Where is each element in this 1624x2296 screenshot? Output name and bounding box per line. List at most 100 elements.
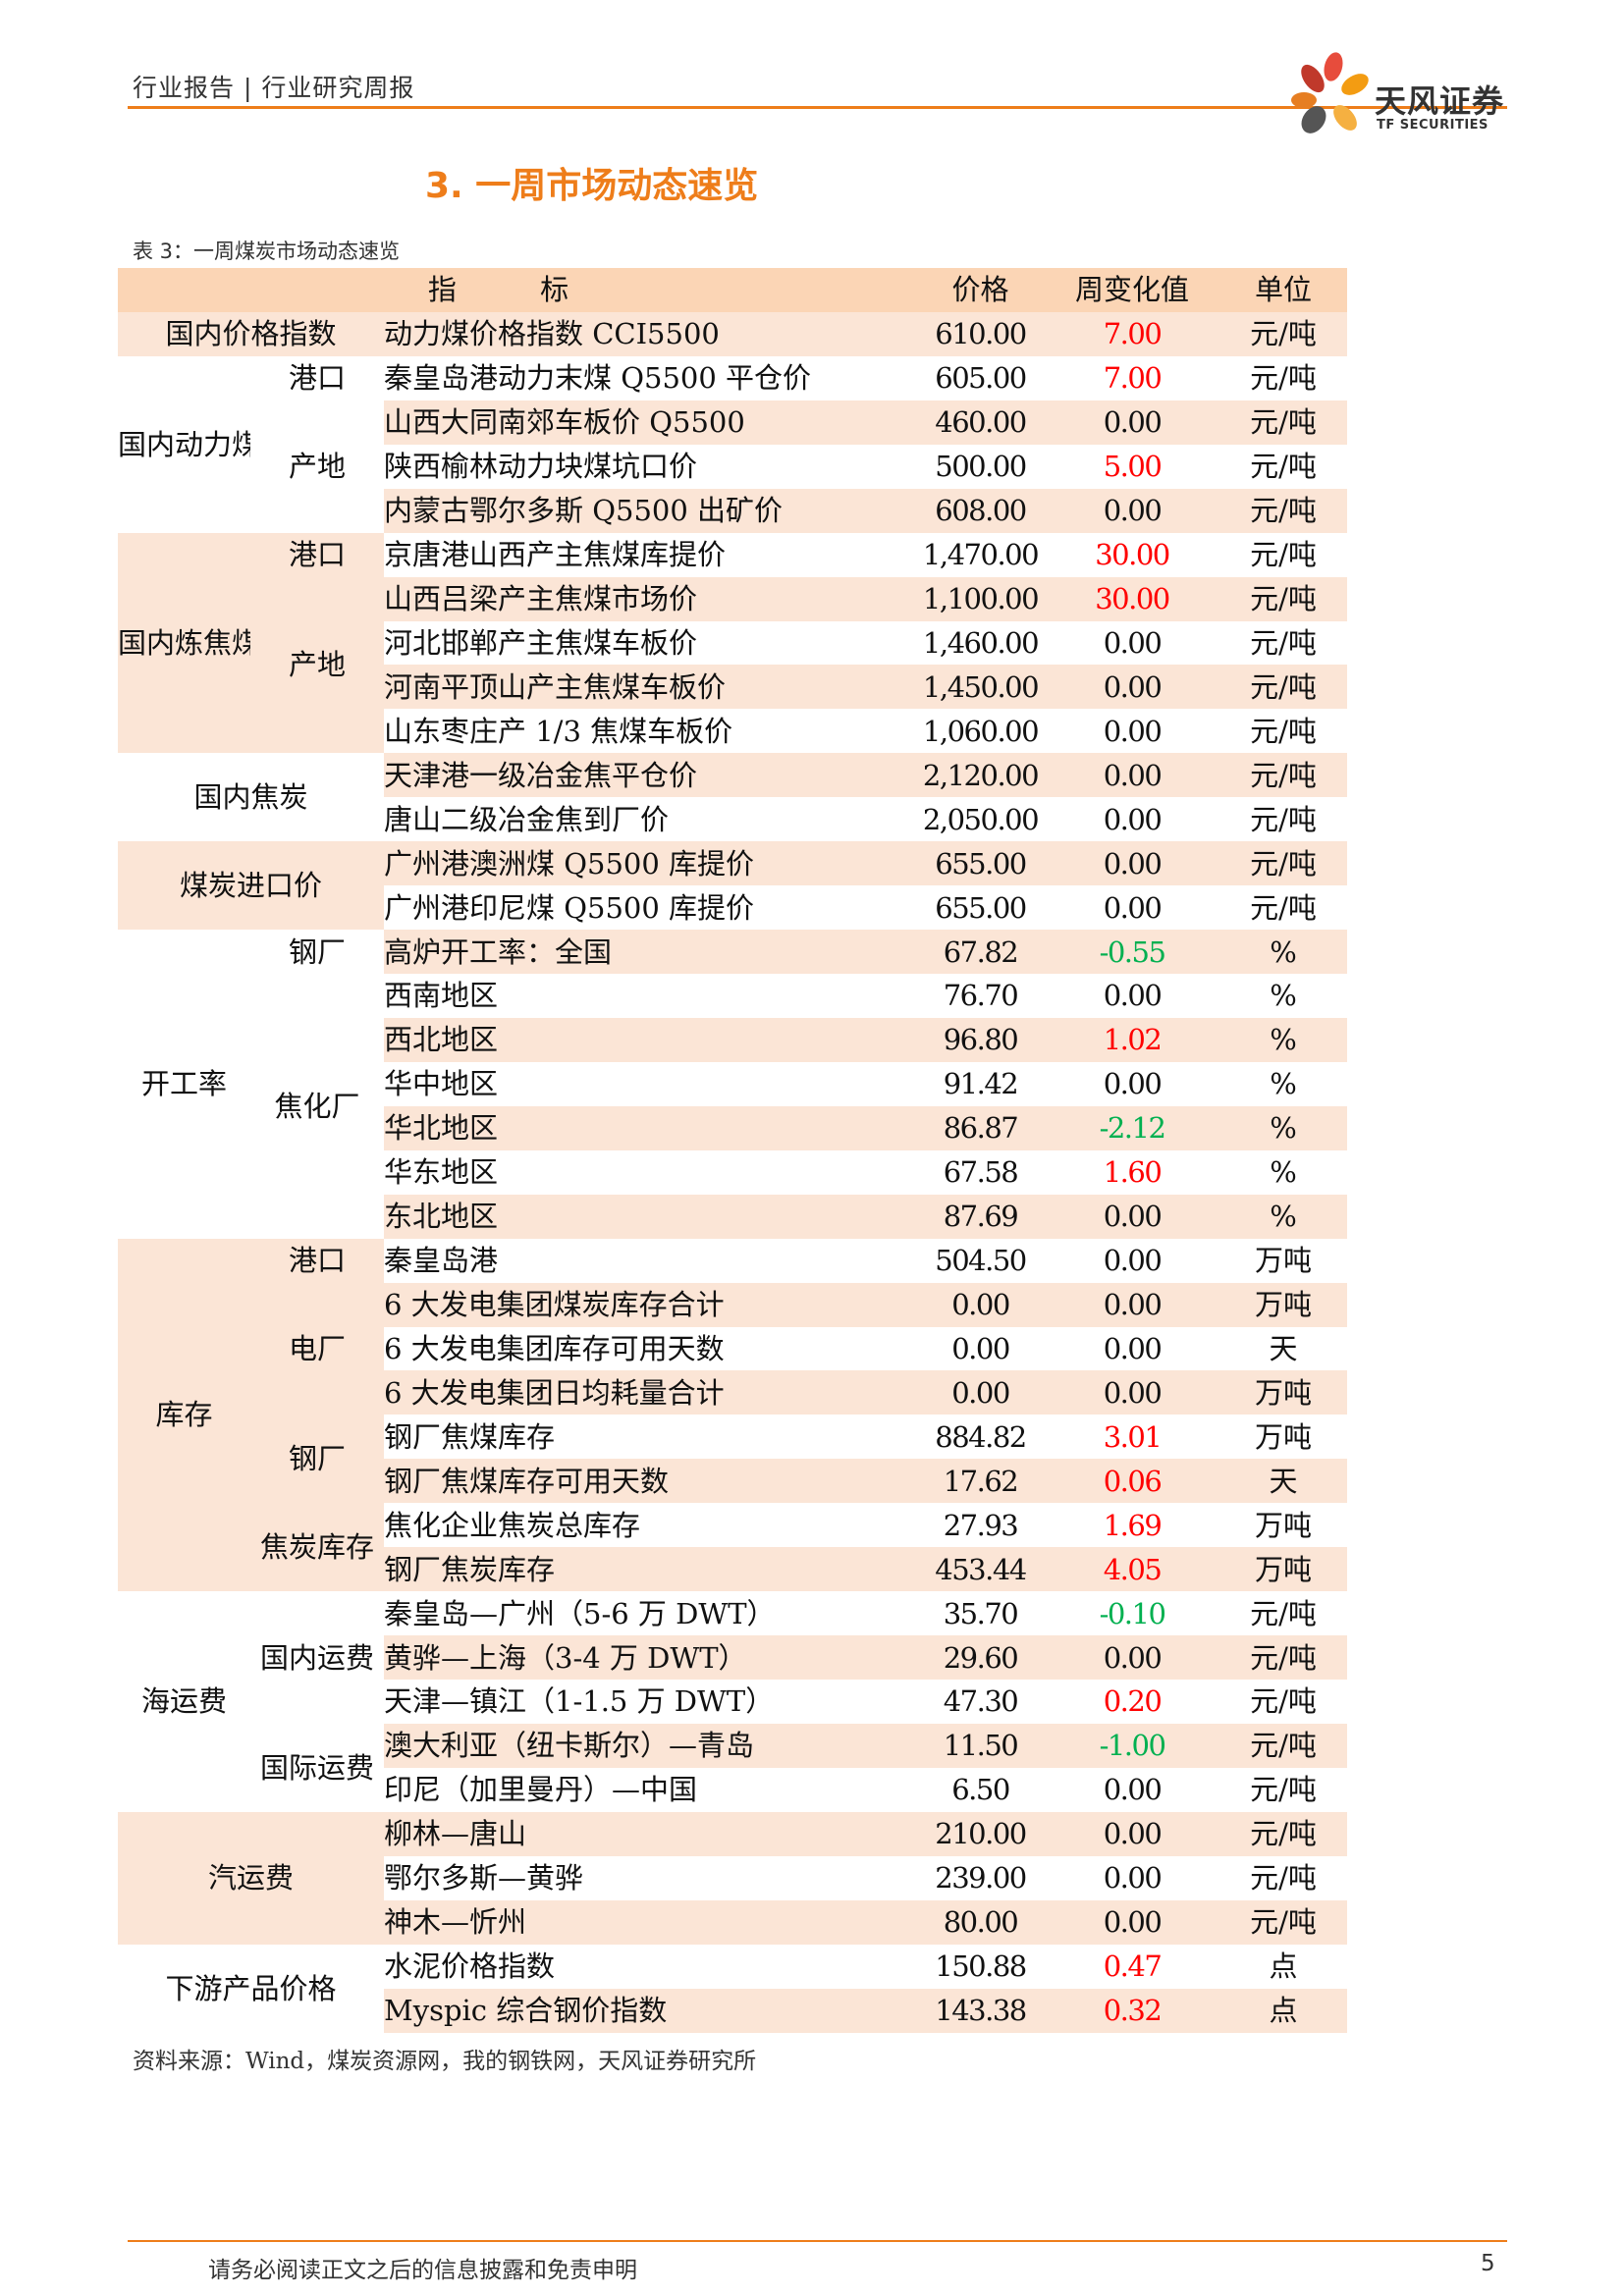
change-cell: 0.00 bbox=[1045, 841, 1219, 886]
price-cell: 610.00 bbox=[916, 311, 1045, 356]
change-cell: 0.00 bbox=[1045, 1635, 1219, 1680]
unit-cell: 元/吨 bbox=[1250, 1596, 1317, 1630]
change-cell: 0.00 bbox=[1103, 1067, 1163, 1101]
change-cell: -0.55 bbox=[1045, 930, 1219, 974]
table-row: 产地 山西大同南郊车板价 Q5500 460.00 0.00 元/吨 bbox=[118, 400, 1347, 483]
subgroup-label: 港口 bbox=[250, 532, 384, 577]
indicator-cell: 陕西榆林动力块煤坑口价 bbox=[384, 450, 698, 484]
header-indicator: 指 标 bbox=[118, 268, 916, 312]
header-price: 价格 bbox=[916, 268, 1045, 312]
indicator-cell: 西北地区 bbox=[384, 1017, 916, 1062]
table-row: 钢厂 钢厂焦煤库存 884.82 3.01 万吨 bbox=[118, 1415, 1347, 1504]
price-cell: 1,460.00 bbox=[922, 625, 1040, 660]
price-cell: 1,100.00 bbox=[916, 576, 1045, 621]
change-cell: 0.00 bbox=[1045, 1370, 1219, 1415]
table-row: 河北邯郸产主焦煤车板价 1,460.00 0.00 元/吨 bbox=[118, 621, 1347, 666]
unit-cell: 元/吨 bbox=[1250, 1861, 1317, 1896]
indicator-cell: 河北邯郸产主焦煤车板价 bbox=[384, 625, 698, 660]
indicator-cell: 高炉开工率：全国 bbox=[384, 930, 916, 974]
indicator-cell: 黄骅—上海（3-4 万 DWT） bbox=[384, 1635, 916, 1680]
change-cell: 0.32 bbox=[1045, 1988, 1219, 2033]
source-note: 资料来源：Wind，煤炭资源网，我的钢铁网，天风证券研究所 bbox=[133, 2049, 757, 2074]
change-cell: 0.00 bbox=[1103, 1244, 1163, 1278]
indicator-cell: 山东枣庄产 1/3 焦煤车板价 bbox=[384, 714, 733, 748]
table-row: 华北地区 86.87 -2.12% bbox=[118, 1105, 1347, 1150]
change-cell: 5.00 bbox=[1103, 450, 1163, 484]
indicator-cell: 东北地区 bbox=[384, 1194, 916, 1239]
change-cell: -1.00 bbox=[1045, 1723, 1219, 1768]
table-row: 钢厂焦煤库存可用天数 17.62 0.06 天 bbox=[118, 1459, 1347, 1504]
change-cell: 7.00 bbox=[1045, 311, 1219, 356]
table-row: 河南平顶山产主焦煤车板价 1,450.00 0.00 元/吨 bbox=[118, 665, 1347, 710]
group-label: 库存 bbox=[118, 1238, 250, 1592]
indicator-cell: 广州港澳洲煤 Q5500 库提价 bbox=[384, 841, 916, 886]
change-cell: 0.20 bbox=[1103, 1684, 1163, 1719]
unit-cell: 元/吨 bbox=[1219, 488, 1347, 533]
change-cell: 0.00 bbox=[1103, 625, 1163, 660]
price-cell: 67.82 bbox=[916, 930, 1045, 974]
unit-cell: 元/吨 bbox=[1250, 1684, 1317, 1719]
unit-cell: 元/吨 bbox=[1250, 1773, 1317, 1807]
price-cell: 96.80 bbox=[916, 1017, 1045, 1062]
indicator-cell: 神木—忻州 bbox=[384, 1899, 916, 1945]
price-cell: 91.42 bbox=[943, 1067, 1019, 1101]
table-row: 神木—忻州 80.00 0.00 元/吨 bbox=[118, 1899, 1347, 1945]
logo-text-cn: 天风证券 bbox=[1375, 82, 1505, 120]
header-divider bbox=[128, 106, 1507, 109]
change-cell: 0.00 bbox=[1045, 753, 1219, 798]
change-cell: 0.47 bbox=[1103, 1949, 1163, 1984]
price-cell: 27.93 bbox=[943, 1508, 1019, 1542]
group-label: 汽运费 bbox=[118, 1811, 384, 1945]
group-label: 国内价格指数 bbox=[118, 311, 384, 356]
indicator-cell: 6 大发电集团煤炭库存合计 bbox=[384, 1282, 916, 1327]
table-row: 电厂 6 大发电集团煤炭库存合计 0.00 0.00 万吨 bbox=[118, 1282, 1347, 1415]
indicator-cell: 印尼（加里曼丹）—中国 bbox=[384, 1773, 698, 1807]
change-cell: 0.00 bbox=[1045, 488, 1219, 533]
table-row: 下游产品价格 水泥价格指数 150.88 0.47 点 bbox=[118, 1945, 1347, 2004]
market-table: 指 标 价格 周变化值 单位 国内价格指数 动力煤价格指数 CCI5500 610.… bbox=[118, 268, 1347, 2033]
table-row: 国内动力煤 港口 秦皇岛港动力末煤 Q5500 平仓价 605.00 7.00 元/吨 bbox=[118, 356, 1347, 460]
table-row: 钢厂焦炭库存 453.44 4.05 万吨 bbox=[118, 1547, 1347, 1592]
footer-disclaimer: 请务必阅读正文之后的信息披露和免责申明 bbox=[208, 2258, 637, 2283]
price-cell: 143.38 bbox=[916, 1988, 1045, 2033]
table-row: 6 大发电集团库存可用天数 0.00 0.00 天 bbox=[118, 1327, 1347, 1371]
subgroup-label: 国际运费 bbox=[259, 1750, 374, 1785]
price-cell: 210.00 bbox=[916, 1811, 1045, 1856]
header-unit: 单位 bbox=[1219, 268, 1347, 312]
change-cell: 0.00 bbox=[1103, 890, 1163, 925]
table-row: 6 大发电集团日均耗量合计 0.00 0.00 万吨 bbox=[118, 1370, 1347, 1415]
table-body: 国内价格指数 动力煤价格指数 CCI5500 610.00 7.00 元/吨 国内动力煤港… bbox=[118, 311, 1347, 2033]
price-cell: 1,470.00 bbox=[922, 538, 1040, 572]
unit-cell: 元/吨 bbox=[1219, 841, 1347, 886]
unit-cell: 元/吨 bbox=[1250, 538, 1317, 572]
table-row: 库存 港口 秦皇岛港 504.50 0.00 万吨 bbox=[118, 1238, 1347, 1592]
table-row: 广州港印尼煤 Q5500 库提价 655.00 0.00 元/吨 bbox=[118, 885, 1347, 930]
unit-cell: 万吨 bbox=[1219, 1282, 1347, 1327]
indicator-cell: 唐山二级冶金焦到厂价 bbox=[384, 802, 670, 836]
unit-cell: % bbox=[1270, 1067, 1297, 1101]
unit-cell: 元/吨 bbox=[1219, 1723, 1347, 1768]
indicator-cell: 广州港印尼煤 Q5500 库提价 bbox=[384, 890, 755, 925]
table-row: 印尼（加里曼丹）—中国 6.50 0.00 元/吨 bbox=[118, 1768, 1347, 1812]
change-cell: 1.60 bbox=[1103, 1155, 1163, 1190]
price-cell: 87.69 bbox=[916, 1194, 1045, 1239]
table-row: 西北地区 96.80 1.02% bbox=[118, 1017, 1347, 1062]
indicator-cell: 6 大发电集团日均耗量合计 bbox=[384, 1370, 916, 1415]
change-cell: -2.12 bbox=[1045, 1105, 1219, 1150]
table-row: 国内焦炭 天津港一级冶金焦平仓价 2,120.00 0.00 元/吨 bbox=[118, 753, 1347, 814]
subgroup-label: 钢厂 bbox=[250, 1415, 384, 1504]
section-title: 3. 一周市场动态速览 bbox=[425, 166, 759, 206]
table-row: 国际运费 澳大利亚（纽卡斯尔）—青岛 11.50 -1.00 元/吨 bbox=[118, 1723, 1347, 1785]
indicator-cell: 柳林—唐山 bbox=[384, 1811, 916, 1856]
indicator-cell: 河南平顶山产主焦煤车板价 bbox=[384, 665, 916, 710]
price-cell: 29.60 bbox=[916, 1635, 1045, 1680]
indicator-cell: 京唐港山西产主焦煤库提价 bbox=[384, 538, 727, 572]
price-cell: 0.00 bbox=[916, 1282, 1045, 1327]
change-cell: 0.00 bbox=[1103, 802, 1163, 836]
price-cell: 453.44 bbox=[916, 1547, 1045, 1592]
change-cell: 0.00 bbox=[1103, 1331, 1163, 1365]
unit-cell: % bbox=[1219, 1105, 1347, 1150]
header-breadcrumb: 行业报告 | 行业研究周报 bbox=[133, 74, 415, 102]
unit-cell: 天 bbox=[1269, 1331, 1298, 1365]
group-label: 海运费 bbox=[140, 1684, 227, 1719]
